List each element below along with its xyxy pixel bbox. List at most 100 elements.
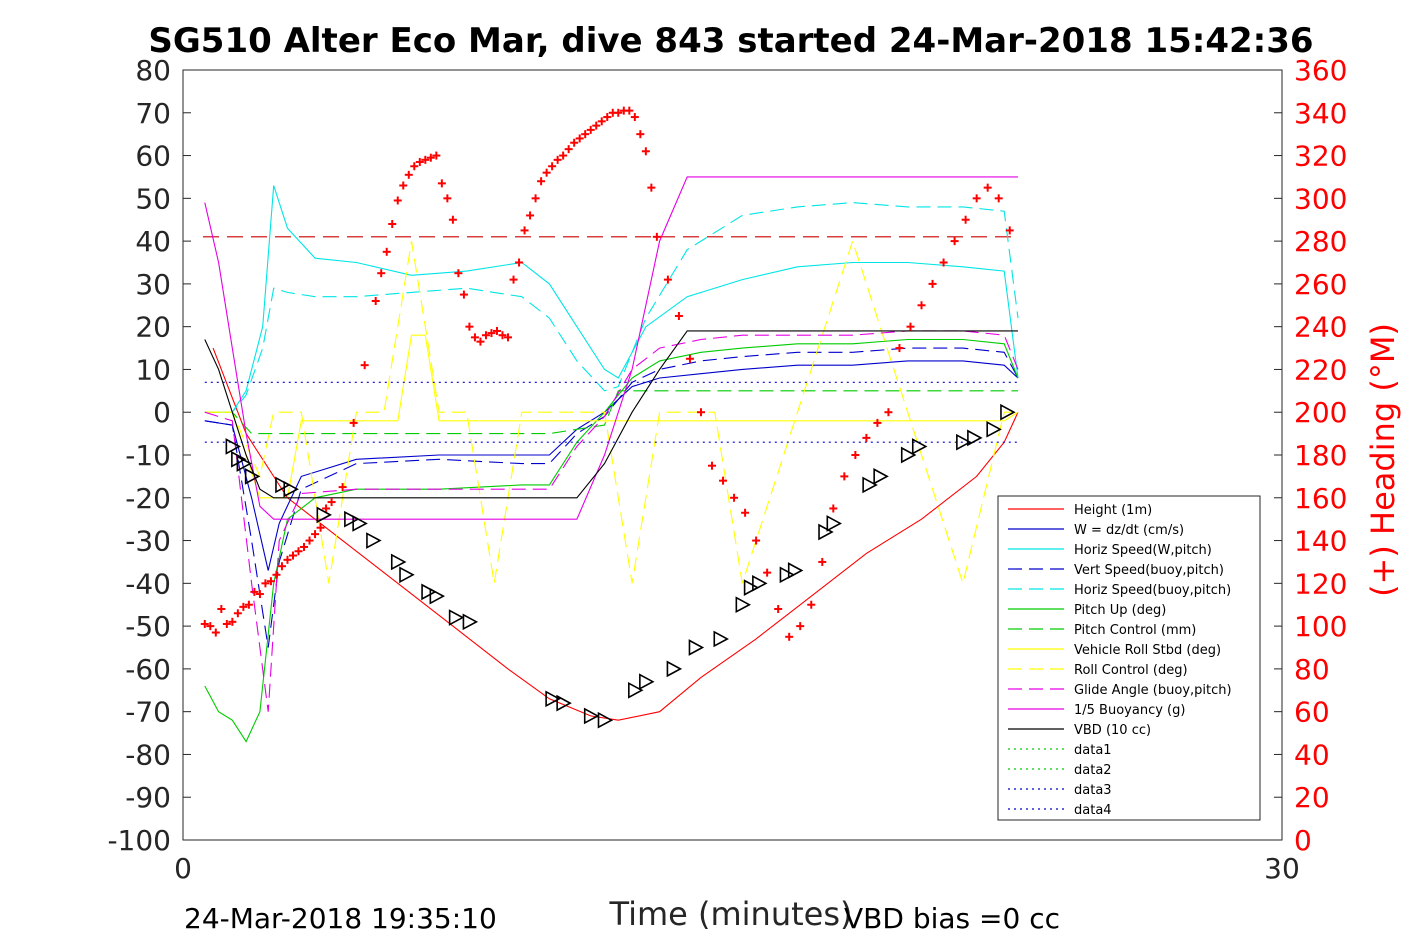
heading-point (399, 181, 408, 190)
heading-point (492, 326, 501, 335)
heading-point (796, 622, 805, 631)
heading-point (531, 194, 540, 203)
heading-point (873, 418, 882, 427)
heading-point (564, 145, 573, 154)
left-tick-label: 20 (135, 311, 171, 344)
heading-point (300, 542, 309, 551)
legend-entry: Height (1m) (1074, 503, 1152, 518)
chart-title: SG510 Alter Eco Mar, dive 843 started 24… (148, 21, 1313, 61)
series-line-11 (204, 176, 1018, 520)
heading-point (498, 331, 507, 340)
series-line-9 (204, 239, 1018, 586)
series-line-5 (204, 202, 1019, 413)
heading-point (636, 130, 645, 139)
heading-point (305, 536, 314, 545)
triangle-marker (275, 476, 291, 494)
triangle-marker (344, 510, 360, 528)
footer-vbd-bias: VBD bias =0 cc (844, 902, 1060, 935)
heading-point (553, 155, 562, 164)
heading-point (277, 562, 286, 571)
left-tick-label: -30 (125, 525, 171, 558)
legend-entry: Glide Angle (buoy,pitch) (1074, 683, 1232, 698)
left-tick-label: -70 (125, 696, 171, 729)
triangle-marker (713, 630, 729, 648)
heading-point (338, 483, 347, 492)
heading-point (393, 196, 402, 205)
heading-point (288, 551, 297, 560)
right-tick-label: 180 (1294, 439, 1347, 472)
left-tick-label: 70 (135, 97, 171, 130)
legend-entry: Pitch Up (deg) (1074, 603, 1166, 618)
heading-point (774, 605, 783, 613)
heading-point (752, 536, 761, 545)
series-line-6 (204, 338, 1019, 743)
triangle-marker (244, 468, 261, 485)
right-tick-label: 320 (1294, 140, 1347, 173)
heading-point (437, 179, 446, 188)
heading-point (818, 557, 827, 566)
left-tick-label: 80 (135, 54, 171, 87)
x-tick-label: 0 (174, 852, 192, 885)
right-tick-label: 140 (1294, 525, 1347, 558)
heading-point (426, 153, 435, 162)
heading-point (465, 322, 474, 331)
heading-point (851, 451, 860, 459)
series-line-10 (204, 330, 1019, 712)
heading-point (603, 113, 612, 122)
heading-point (763, 568, 772, 577)
right-tick-label: 40 (1294, 738, 1330, 771)
heading-point (239, 602, 248, 611)
left-tick-label: 10 (135, 353, 171, 386)
triangle-marker (787, 562, 804, 579)
heading-point (404, 170, 413, 179)
triangle-marker (366, 532, 382, 549)
x-axis-label: Time (minutes) (609, 895, 853, 933)
heading-point (360, 361, 369, 370)
series-line-1 (212, 347, 1019, 721)
heading-point (526, 211, 535, 220)
heading-point (895, 344, 904, 353)
heading-point (652, 232, 661, 241)
legend-entry: Horiz Speed(buoy,pitch) (1074, 583, 1231, 598)
heading-point (696, 408, 705, 417)
left-tick-label: 50 (135, 182, 171, 215)
triangle-marker (448, 609, 465, 626)
heading-point (685, 354, 694, 363)
heading-point (481, 331, 490, 340)
right-tick-label: 120 (1294, 567, 1347, 600)
heading-point (972, 194, 981, 203)
heading-point (581, 130, 590, 139)
heading-point (371, 297, 380, 305)
triangle-marker (597, 711, 614, 729)
legend-entry: Pitch Control (mm) (1074, 623, 1196, 638)
triangle-marker (283, 480, 299, 498)
triangle-marker (421, 583, 437, 601)
heading-point (548, 162, 557, 171)
right-tick-label: 360 (1294, 54, 1347, 87)
heading-point (928, 279, 937, 288)
heading-points (200, 106, 1014, 641)
left-tick-label: -40 (125, 567, 171, 600)
right-tick-label: 300 (1294, 182, 1347, 215)
heading-point (432, 151, 441, 160)
heading-point (255, 590, 264, 599)
right-tick-label: 0 (1294, 824, 1312, 857)
heading-point (217, 605, 226, 613)
heading-point (597, 117, 606, 126)
heading-point (266, 577, 275, 586)
heading-point (515, 258, 524, 267)
heading-point (630, 113, 639, 122)
heading-point (454, 269, 463, 278)
heading-point (906, 322, 915, 331)
left-tick-label: -10 (125, 439, 171, 472)
left-tick-label: -80 (125, 738, 171, 771)
legend-entry: data4 (1074, 803, 1112, 818)
series-line-12 (204, 330, 1018, 499)
right-tick-label: 200 (1294, 396, 1347, 429)
series-line-4 (204, 347, 1019, 648)
heading-point (559, 151, 568, 160)
heading-point (470, 333, 479, 342)
triangle-marker (316, 506, 333, 524)
heading-point (674, 311, 683, 320)
